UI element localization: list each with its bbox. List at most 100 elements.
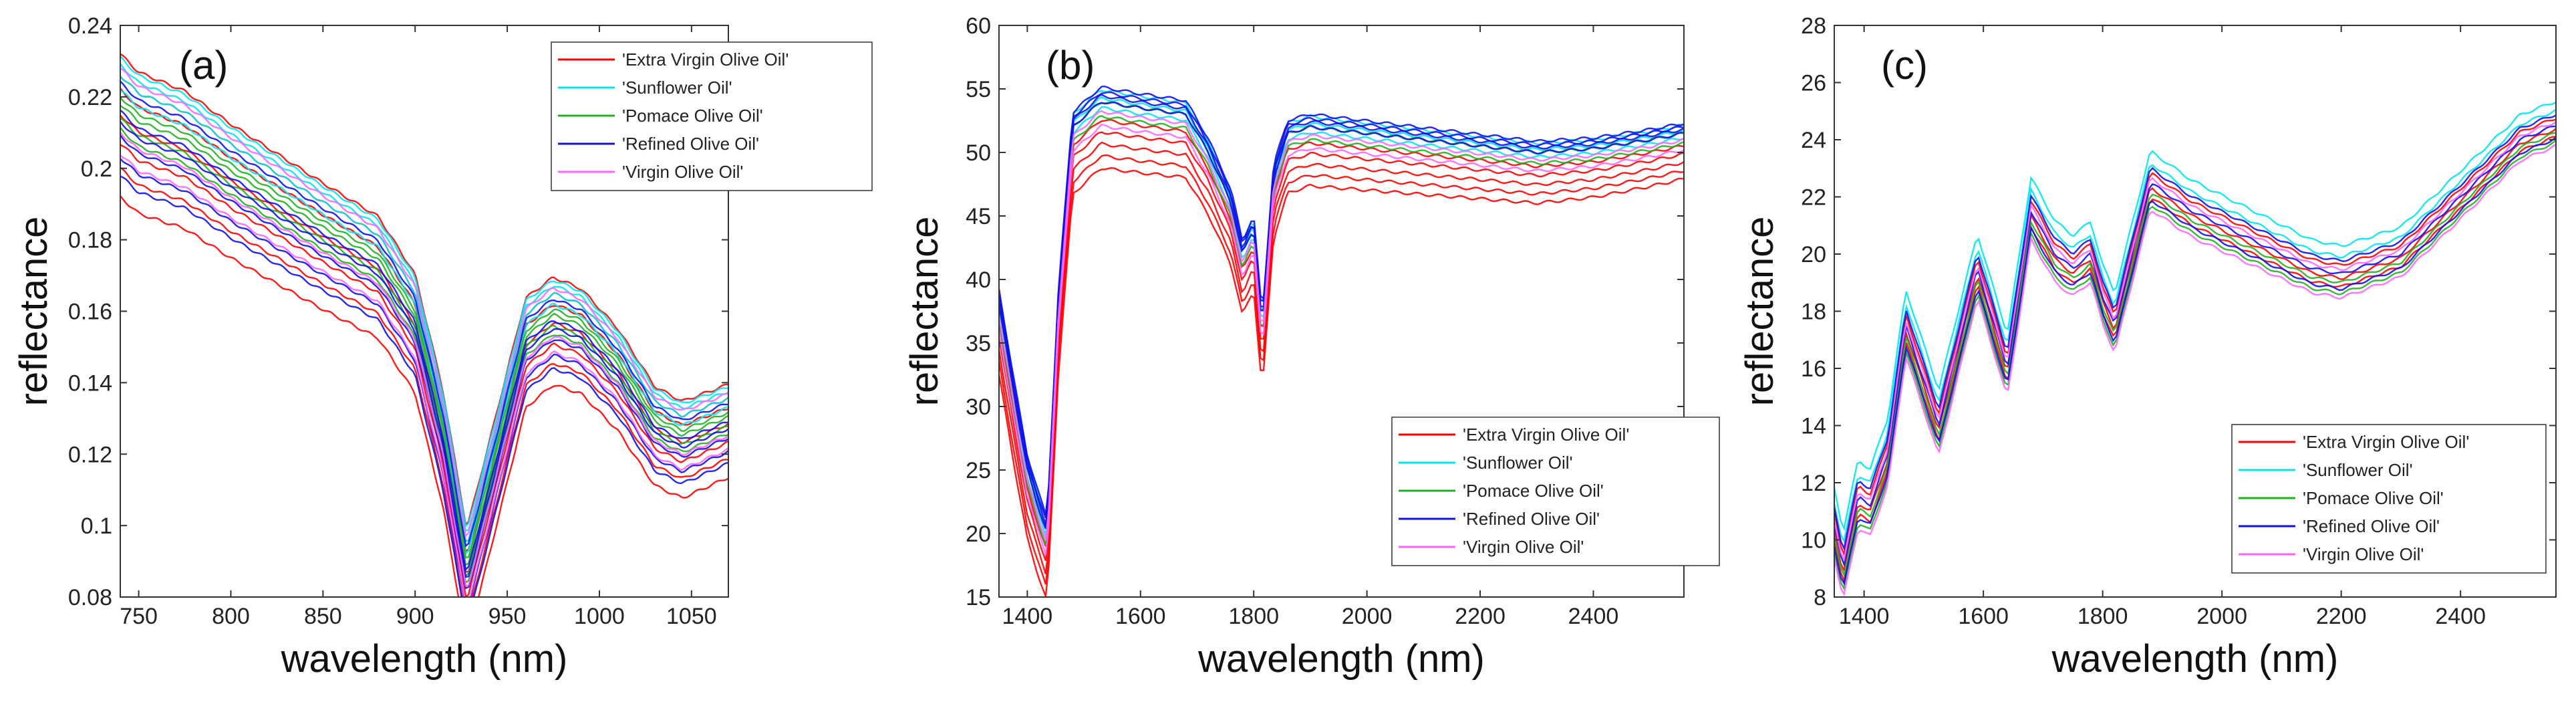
y-axis-label: reflectance [1738, 217, 1781, 406]
series-line-4-1 [120, 110, 728, 572]
y-tick-label: 0.2 [81, 156, 112, 182]
y-tick-label: 0.1 [81, 513, 112, 539]
series-line-1-5 [999, 118, 1684, 547]
y-tick-label: 0.24 [68, 13, 112, 39]
series-line-1-2 [999, 154, 1684, 585]
series-line-4-5 [120, 80, 728, 548]
series-line-3-4 [120, 96, 728, 559]
x-tick-label: 1800 [2078, 604, 2128, 629]
series-line-4-3 [999, 94, 1684, 525]
x-tick-label: 2000 [1342, 604, 1393, 629]
legend-entry-4: 'Refined Olive Oil' [2303, 516, 2440, 536]
series-line-5-2 [1834, 144, 2556, 597]
series-line-1-5 [120, 166, 728, 597]
x-tick-label: 1000 [574, 604, 625, 629]
x-tick-label: 1800 [1228, 604, 1279, 629]
series-line-3-1 [999, 115, 1684, 546]
legend-entry-1: 'Extra Virgin Olive Oil' [1463, 425, 1629, 445]
legend-1: 'Extra Virgin Olive Oil' 'Sunflower Oil' '… [551, 41, 873, 191]
y-tick-label: 0.18 [68, 228, 112, 253]
legend-entry-1: 'Extra Virgin Olive Oil' [622, 49, 789, 70]
series-line-4-4 [120, 175, 728, 597]
y-tick-label: 20 [966, 521, 991, 547]
y-axis-label: reflectance [12, 217, 55, 406]
legend-2: 'Extra Virgin Olive Oil' 'Sunflower Oil' '… [1391, 417, 1720, 566]
series-line-5-3 [120, 68, 728, 538]
x-tick-label: 2400 [2435, 604, 2486, 629]
axes-frame-2 [998, 25, 1685, 598]
series-line-1-4 [999, 131, 1684, 562]
legend-entry-1: 'Extra Virgin Olive Oil' [2303, 432, 2469, 452]
series-line-2-2 [120, 76, 728, 543]
y-tick-label: 60 [966, 13, 991, 39]
y-tick-label: 0.22 [68, 85, 112, 110]
panel-2: 1400 1600 1800 2000 2200 2400 15 20 25 30 35 40 45 50… [903, 13, 1720, 681]
y-tick-label: 8 [1814, 585, 1826, 610]
series-line-2-1 [999, 106, 1684, 536]
y-axis-label: reflectance [903, 217, 946, 406]
y-tick-label: 0.14 [68, 370, 112, 396]
series-lines-3 [1834, 101, 2556, 597]
series-line-5-2 [120, 154, 728, 597]
series-line-5-1 [120, 132, 728, 587]
x-tick-label: 1050 [666, 604, 717, 629]
x-tick-label: 2400 [1568, 604, 1619, 629]
legend-entry-5: 'Virgin Olive Oil' [622, 162, 743, 182]
y-tick-label: 12 [1801, 471, 1826, 496]
series-lines-1 [120, 53, 728, 597]
legend-entry-3: 'Pomace Olive Oil' [1463, 481, 1604, 501]
legend-entry-5: 'Virgin Olive Oil' [2303, 544, 2424, 564]
series-line-5-1 [999, 123, 1684, 556]
series-line-2-2 [1834, 108, 2556, 544]
legend-entry-2: 'Sunflower Oil' [622, 78, 732, 98]
series-line-2-4 [120, 55, 728, 528]
series-line-1-1 [999, 166, 1684, 597]
series-line-1-6 [120, 195, 728, 597]
series-line-1-3 [999, 141, 1684, 574]
y-tick-label: 55 [966, 77, 991, 102]
y-tick-label: 0.08 [68, 585, 112, 610]
legend-entry-3: 'Pomace Olive Oil' [622, 106, 763, 126]
series-line-5-2 [999, 110, 1684, 541]
x-tick-label: 1400 [1002, 604, 1053, 629]
legend-3: 'Extra Virgin Olive Oil' 'Sunflower Oil' '… [2231, 424, 2547, 574]
panel-3: 1400 1600 1800 2000 2200 2400 8 10 12 14 16 18 20 22 2… [1738, 13, 2557, 681]
x-axis-label: wavelength (nm) [1197, 637, 1485, 681]
panel-label: (a) [179, 43, 228, 88]
series-line-3-1 [1834, 140, 2556, 591]
legend-entry-2: 'Sunflower Oil' [1463, 453, 1573, 473]
x-tick-label: 2000 [2196, 604, 2247, 629]
y-tick-label: 25 [966, 458, 991, 483]
series-line-1-2 [1834, 118, 2556, 558]
legend-entry-4: 'Refined Olive Oil' [1463, 509, 1600, 529]
y-tick-label: 24 [1801, 128, 1826, 153]
series-line-4-6 [120, 120, 728, 578]
x-tick-label: 800 [212, 604, 250, 629]
series-line-3-1 [120, 104, 728, 566]
series-line-4-2 [999, 86, 1684, 515]
x-tick-label: 950 [488, 604, 527, 629]
y-tick-label: 20 [1801, 242, 1826, 267]
x-tick-label: 900 [396, 604, 434, 629]
y-tick-label: 45 [966, 204, 991, 229]
series-line-4-1 [999, 91, 1684, 519]
y-tick-label: 50 [966, 140, 991, 166]
series-line-2-1 [1834, 101, 2556, 532]
panel-1: 750 800 850 900 950 1000 1050 0.08 0.1 0.12 0.14 0.… [12, 13, 873, 681]
y-tick-label: 0.12 [68, 442, 112, 467]
x-axis-label: wavelength (nm) [281, 637, 568, 681]
legend-entry-2: 'Sunflower Oil' [2303, 460, 2413, 480]
series-line-3-2 [1834, 132, 2556, 578]
x-tick-label: 1600 [1115, 604, 1166, 629]
x-axis-label: wavelength (nm) [2051, 637, 2339, 681]
y-tick-label: 26 [1801, 71, 1826, 96]
y-tick-label: 15 [966, 585, 991, 610]
x-tick-label: 2200 [1455, 604, 1506, 629]
y-tick-label: 16 [1801, 356, 1826, 382]
x-tick-label: 850 [304, 604, 342, 629]
panel-label: (c) [1881, 43, 1928, 88]
y-tick-label: 14 [1801, 414, 1826, 439]
panel-label: (b) [1046, 43, 1095, 88]
y-tick-label: 28 [1801, 13, 1826, 39]
